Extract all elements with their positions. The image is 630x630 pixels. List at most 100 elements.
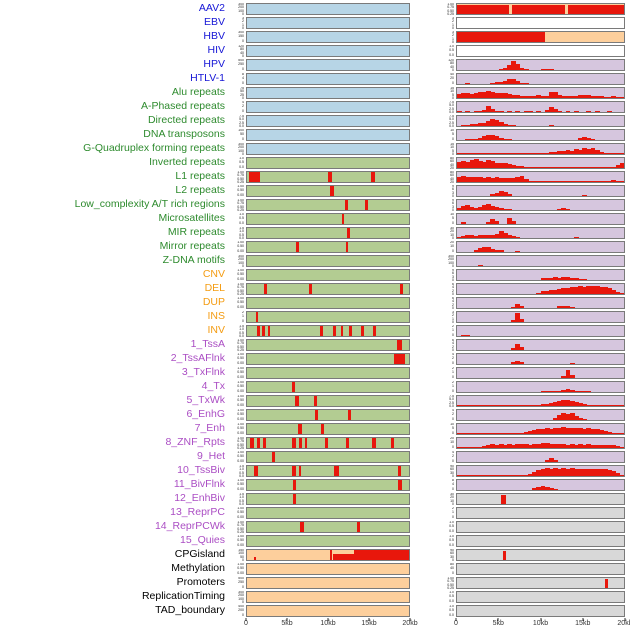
signal-area-sample <box>544 152 550 154</box>
signal-area-sample <box>561 181 567 182</box>
y-tick-label: 0 <box>452 220 454 225</box>
y-tick-label: 0 <box>452 374 454 379</box>
y-tick-label: 10 <box>450 128 454 132</box>
signal-area-sample <box>477 248 483 252</box>
signal-area-sample <box>532 153 537 154</box>
track-row: CNV 1.00 0.50 0.00 9 6 3 0 <box>0 268 630 282</box>
y-tick-label: 100 <box>448 260 454 265</box>
signal-bar <box>254 465 258 476</box>
signal-area-sample <box>565 96 571 98</box>
signal-area-sample <box>473 176 479 182</box>
signal-area-sample <box>523 166 529 168</box>
y-axis-tick-labels: 30 20 10 0 <box>438 227 456 240</box>
signal-area-sample <box>523 405 529 406</box>
left-region-panel <box>246 142 410 155</box>
y-axis-tick-labels: 1.0 0.5 0.0 <box>228 157 246 170</box>
signal-area-sample <box>519 82 525 84</box>
y-tick-label: 5 <box>452 132 454 136</box>
right-region-panel <box>456 142 625 155</box>
signal-area-sample <box>578 137 583 140</box>
track-label: Mirror repeats <box>159 240 225 252</box>
signal-area-sample <box>477 206 483 210</box>
signal-area-sample <box>515 444 521 448</box>
right-region-panel <box>456 408 625 421</box>
signal-area-sample <box>486 444 492 448</box>
y-tick-label: 4 <box>242 100 244 104</box>
signal-area-sample <box>553 277 558 280</box>
right-region-panel <box>456 100 625 113</box>
signal-area-sample <box>557 94 563 98</box>
signal-area-sample <box>586 111 592 112</box>
signal-area-sample <box>465 153 471 154</box>
signal-area-sample <box>561 276 567 280</box>
signal-area-sample <box>573 390 579 392</box>
signal-area-sample <box>540 404 546 406</box>
signal-area-sample <box>482 475 487 476</box>
signal-area-sample <box>511 78 517 84</box>
y-tick-label: 1.00 <box>237 562 244 566</box>
right-region-panel <box>456 212 625 225</box>
signal-area-sample <box>582 286 588 294</box>
signal-area-sample <box>507 111 512 112</box>
y-tick-label: 0.50 <box>237 454 244 458</box>
signal-area-sample <box>527 430 533 434</box>
y-tick-label: 1.0 <box>449 520 454 524</box>
y-tick-label: 4 <box>452 450 454 454</box>
signal-area-sample <box>519 153 525 154</box>
y-tick-label: 1.00 <box>447 576 454 580</box>
signal-bar <box>345 241 349 252</box>
signal-area-sample <box>536 95 542 98</box>
signal-area-sample <box>582 148 588 154</box>
track-row: Methylation 1.00 0.50 0.00 80 40 0 <box>0 562 630 576</box>
signal-bar <box>300 521 304 532</box>
signal-bar <box>272 451 275 462</box>
column-gap <box>410 240 438 254</box>
signal-area-sample <box>573 149 579 154</box>
signal-area-sample <box>598 151 604 154</box>
x-tick-label: 20kb <box>617 620 630 627</box>
right-region-panel <box>456 548 625 561</box>
y-tick-label: 1 <box>452 328 454 332</box>
y-tick-label: 9 <box>452 184 454 188</box>
track-row: HIV 120 80 40 0 1.0 0.5 0.0 <box>0 44 630 58</box>
signal-area-sample <box>540 391 546 392</box>
y-axis-tick-labels: 300 150 0 <box>228 31 246 44</box>
signal-area-sample <box>490 161 496 168</box>
y-tick-label: 0.75 <box>237 341 244 345</box>
right-region-panel <box>456 506 625 519</box>
signal-area-sample <box>540 167 546 168</box>
y-tick-label: 1 <box>452 316 454 321</box>
signal-area-sample <box>515 250 521 252</box>
signal-area-sample <box>569 96 575 98</box>
signal-area-sample <box>619 433 624 434</box>
y-tick-label: 5 <box>452 92 454 97</box>
signal-area-sample <box>532 405 537 406</box>
signal-area-sample <box>553 390 558 392</box>
y-tick-label: 40 <box>240 50 244 55</box>
y-axis-tick-labels: 120 80 40 0 <box>228 45 246 58</box>
right-region-panel <box>456 58 625 71</box>
y-tick-label: 0 <box>242 136 244 141</box>
y-tick-label: 0 <box>452 502 454 505</box>
signal-area-sample <box>457 475 462 476</box>
y-tick-label: 0.50 <box>237 204 244 209</box>
y-axis-tick-labels: 1.00 0.50 0.00 <box>228 241 246 254</box>
signal-area-sample <box>590 468 596 476</box>
y-tick-label: 250 <box>238 580 244 584</box>
track-label: 8_ZNF_Rpts <box>165 436 225 448</box>
signal-area-sample <box>461 334 466 336</box>
signal-area-sample <box>461 433 466 434</box>
track-label: 4_Tx <box>201 380 225 392</box>
column-gap <box>410 282 438 296</box>
signal-area-sample <box>590 405 596 406</box>
column-gap <box>410 16 438 30</box>
signal-area-sample <box>557 150 563 154</box>
track-label: HTLV-1 <box>190 72 225 84</box>
left-region-panel <box>246 170 410 183</box>
signal-area-sample <box>557 208 563 210</box>
left-region-panel <box>246 2 410 15</box>
signal-area-sample <box>498 82 504 84</box>
signal-area-sample <box>461 153 466 154</box>
